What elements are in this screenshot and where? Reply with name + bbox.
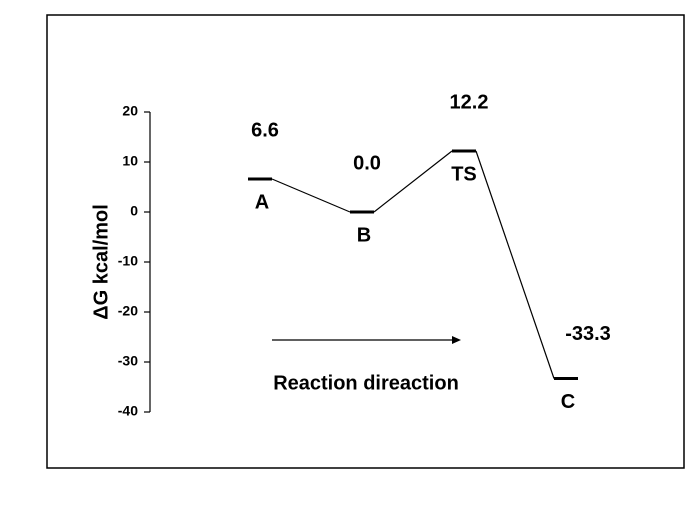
y-tick-label: 20 bbox=[122, 103, 138, 119]
value-label: 6.6 bbox=[251, 119, 279, 141]
value-label: 0.0 bbox=[353, 152, 381, 174]
y-tick-label: -10 bbox=[118, 253, 138, 269]
category-label: C bbox=[561, 391, 575, 413]
connector bbox=[271, 178, 351, 213]
annotation: Reaction direaction bbox=[273, 372, 459, 394]
value-label: 12.2 bbox=[450, 91, 489, 113]
y-axis-label: ΔG kcal/mol bbox=[90, 204, 112, 320]
y-tick-label: -20 bbox=[118, 303, 138, 319]
category-label: B bbox=[357, 224, 371, 246]
y-tick-label: -40 bbox=[118, 403, 138, 419]
category-label: TS bbox=[451, 163, 477, 185]
connector bbox=[475, 150, 555, 379]
y-tick-label: 0 bbox=[130, 203, 138, 219]
y-tick-label: 10 bbox=[122, 153, 138, 169]
value-label: -33.3 bbox=[565, 323, 611, 345]
connector bbox=[373, 150, 453, 213]
arrow-head bbox=[452, 336, 461, 344]
frame bbox=[46, 14, 685, 469]
y-tick-label: -30 bbox=[118, 353, 138, 369]
category-label: A bbox=[255, 191, 269, 213]
